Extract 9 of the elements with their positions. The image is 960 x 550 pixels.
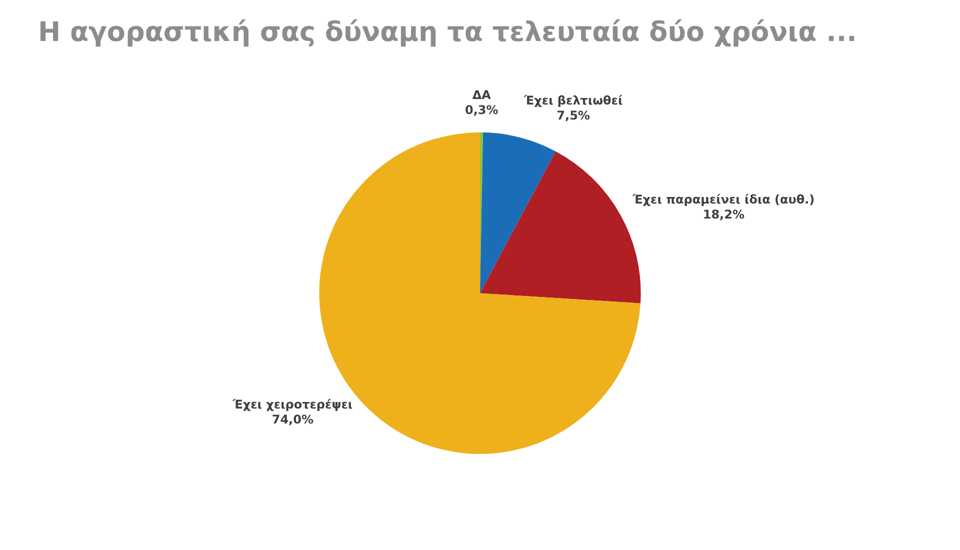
slice-label: Έχει βελτιωθεί <box>523 94 623 108</box>
data-label: 74,0% <box>272 412 314 426</box>
data-label: 18,2% <box>702 208 744 222</box>
chart-title: Η αγοραστική σας δύναμη τα τελευταία δύο χρόνια ... <box>38 17 857 48</box>
data-label: 0,3% <box>465 103 498 118</box>
slice-label: Έχει χειροτερέψει <box>232 397 353 412</box>
slice-label: ΔΑ <box>472 88 492 102</box>
slice-label: Έχει παραμείνει ίδια (αυθ.) <box>632 192 815 207</box>
data-label: 7,5% <box>556 108 590 123</box>
